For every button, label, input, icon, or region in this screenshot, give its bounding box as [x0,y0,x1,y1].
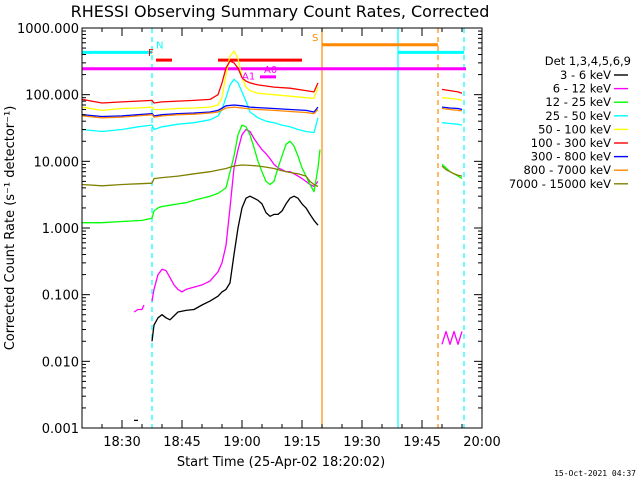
x-tick-label: 19:15 [283,435,320,450]
series-line [441,165,463,177]
legend-entry-label: 3 - 6 keV [560,68,611,82]
x-tick-label: 19:45 [403,435,440,450]
legend-entry-label: 6 - 12 keV [553,82,611,96]
series-line [441,97,463,102]
series-line [81,164,319,188]
chart-title: RHESSI Observing Summary Count Rates, Co… [71,2,490,21]
flag-label: F [148,48,154,59]
x-tick-label: 18:45 [163,435,200,450]
y-tick-label: 10.000 [34,155,80,170]
legend-entry-label: 7000 - 15000 keV [509,177,611,191]
series-line [151,195,319,342]
series-group [81,60,463,104]
legend-entry-label: 800 - 7000 keV [523,163,611,177]
y-tick-label: 0.010 [42,355,79,370]
series-group [81,78,463,134]
legend-entry-label: 12 - 25 keV [545,95,611,109]
series-line [441,106,463,111]
series-line [81,106,319,119]
series-line [441,88,463,94]
y-tick-label: 0.100 [42,289,79,304]
series-group [81,50,463,112]
x-tick-label: 19:30 [343,435,380,450]
series-line [82,124,321,224]
y-axis: 1000.000 100.000 10.000 1.000 0.100 0.010 0.00… [17,22,482,437]
y-tick-label: 0.001 [42,422,79,437]
legend-entry-label: 300 - 800 keV [531,150,611,164]
x-axis-title: Start Time (25-Apr-02 18:20:02) [177,455,385,470]
series-line [81,78,319,134]
legend-header: Det 1,3,4,5,6,9 [545,54,631,68]
series-line [441,122,463,126]
series-group [81,164,463,188]
flag-label: A1 [242,72,255,83]
x-tick-label: 20:00 [463,435,500,450]
series-line [441,107,463,112]
y-axis-title: Corrected Count Rate (s⁻¹ detector⁻¹) [3,106,18,351]
legend-entry-label: 50 - 100 keV [538,122,611,136]
legend-entry-label: 25 - 50 keV [545,109,611,123]
timestamp: 15-Oct-2021 04:37 [554,469,636,478]
x-tick-label: 19:00 [223,435,260,450]
flag-label: S [312,33,318,44]
series-line [81,60,319,104]
flag-label: N [156,40,163,51]
flag-label: A0 [264,65,277,76]
y-tick-label: 1000.000 [17,22,79,37]
series-line [441,330,463,345]
series-line [81,50,319,112]
x-axis: 18:30 18:45 19:00 19:15 19:30 19:45 20:00 [81,28,501,450]
series-group [81,104,463,118]
series-group [81,106,463,119]
series-group [134,195,319,422]
x-tick-label: 18:30 [103,435,140,450]
y-tick-label: 1.000 [42,222,79,237]
legend-entry-label: 100 - 300 keV [531,136,611,150]
series-line [81,104,319,118]
y-tick-label: 100.000 [25,89,79,104]
series-line [133,304,145,313]
